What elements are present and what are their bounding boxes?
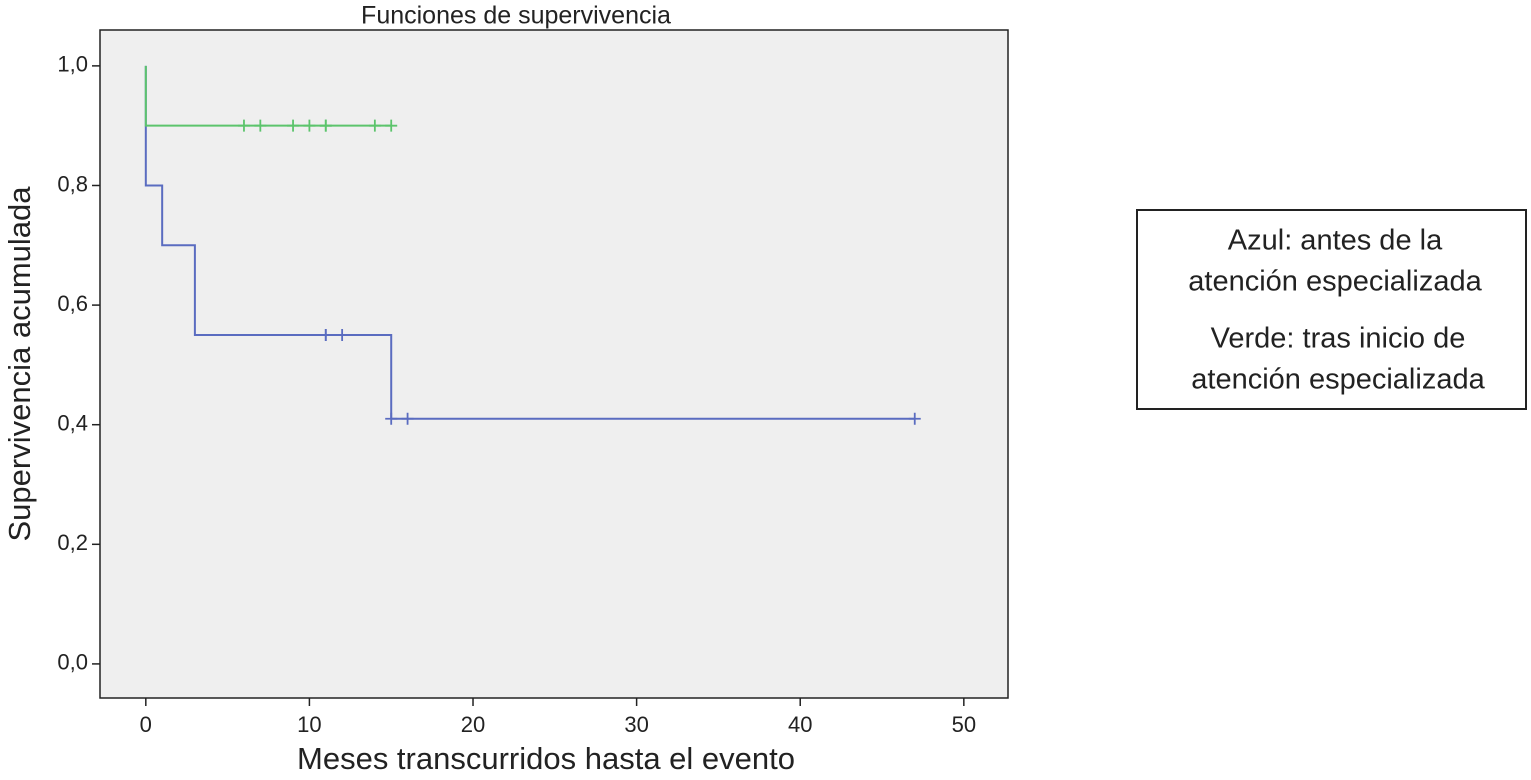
- y-tick-label: 0,4: [57, 411, 88, 436]
- x-tick-label: 40: [788, 712, 812, 737]
- legend-box: [1136, 209, 1527, 410]
- legend-text: Azul: antes de la: [1228, 225, 1443, 257]
- y-tick-label: 0,6: [57, 291, 88, 316]
- legend-text: atención especializada: [1191, 364, 1485, 396]
- y-tick-label: 1,0: [57, 52, 88, 77]
- legend-text: atención especializada: [1188, 266, 1482, 298]
- censor-mark: [319, 328, 332, 341]
- censor-mark: [385, 412, 398, 425]
- x-axis-label: Meses transcurridos hasta el evento: [297, 741, 795, 776]
- survival-line: [144, 65, 915, 420]
- x-tick-label: 30: [624, 712, 648, 737]
- y-tick-label: 0,8: [57, 171, 88, 196]
- censor-mark: [254, 119, 267, 132]
- censor-mark: [287, 119, 300, 132]
- censor-mark: [336, 328, 349, 341]
- censor-mark: [237, 119, 250, 132]
- plot-area: [99, 29, 1009, 699]
- y-axis-label: Supervivencia acumulada: [2, 186, 37, 542]
- censor-mark: [401, 412, 414, 425]
- censor-mark: [319, 119, 332, 132]
- chart-title: Funciones de supervivencia: [361, 2, 671, 30]
- legend-text: Verde: tras inicio de: [1211, 323, 1466, 355]
- y-tick-label: 0,0: [57, 650, 88, 675]
- x-tick-label: 10: [297, 712, 321, 737]
- x-tick-label: 50: [952, 712, 976, 737]
- censor-mark: [908, 412, 921, 425]
- x-tick-label: 20: [461, 712, 485, 737]
- censor-mark: [385, 119, 398, 132]
- y-tick-label: 0,2: [57, 530, 88, 555]
- censor-mark: [368, 119, 381, 132]
- censor-mark: [303, 119, 316, 132]
- x-tick-label: 0: [140, 712, 152, 737]
